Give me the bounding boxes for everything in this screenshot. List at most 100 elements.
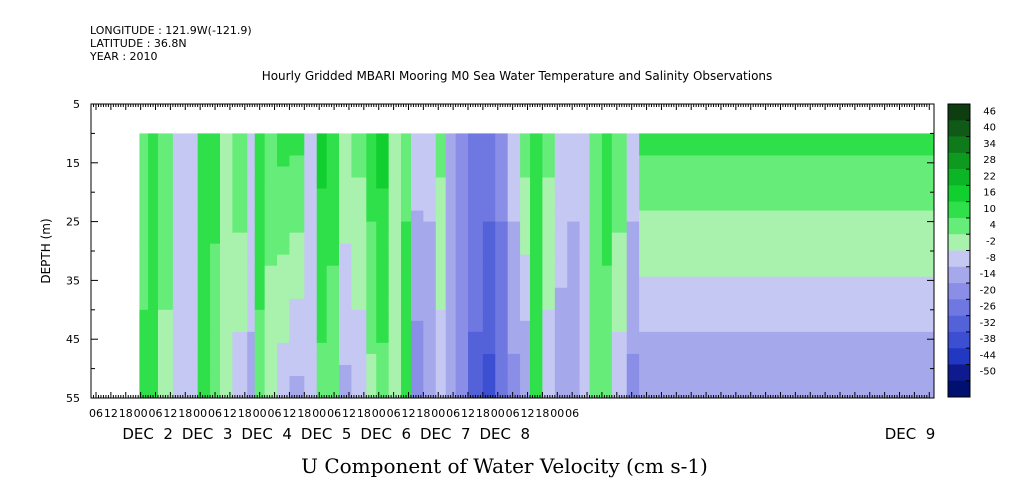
heatmap-cell [455,166,469,178]
heatmap-cell [579,133,590,145]
heatmap-cell [148,353,159,366]
heatmap-cell [197,331,211,344]
heatmap-cell [626,155,640,167]
heatmap-cell [339,309,352,322]
heatmap-cell [210,166,221,178]
heatmap-cell [264,375,278,388]
heatmap-cell [482,320,496,333]
heatmap-cell [445,155,456,167]
heatmap-cell [326,276,340,289]
heatmap-cell [254,144,266,156]
heatmap-cell [520,265,531,278]
longitude-label: LONGITUDE : 121.9W(-121.9) [90,24,252,37]
heatmap-cell [579,320,590,333]
chart-title: Hourly Gridded MBARI Mooring M0 Sea Wate… [261,69,773,83]
heatmap-cell [589,265,603,278]
heatmap-cell [277,364,290,377]
heatmap-cell [435,243,447,256]
heatmap-cell [423,298,437,311]
heatmap-cell [554,364,568,377]
heatmap-cell [495,265,509,278]
heatmap-cell [445,133,456,145]
heatmap-cell [468,243,484,256]
heatmap-cell [579,155,590,167]
heatmap-cell [601,276,613,289]
heatmap-cell [185,243,199,256]
heatmap-cell [232,243,248,256]
heatmap-cell [220,342,233,355]
heatmap-cell [339,375,352,388]
heatmap-cell [520,144,531,156]
heatmap-cell [366,155,377,167]
heatmap-cell [410,210,424,223]
heatmap-cell [220,386,233,399]
heatmap-cell [495,199,509,211]
heatmap-cell [520,309,531,322]
heatmap-cell [482,386,496,399]
heatmap-cell [158,144,174,156]
heatmap-cell [339,386,352,399]
heatmap-cell [601,353,613,366]
heatmap-cell [139,166,149,178]
heatmap-cell [197,188,211,200]
heatmap-cell [304,210,318,223]
heatmap-cell [220,353,233,366]
heatmap-cell [639,353,935,366]
heatmap-cell [401,199,412,211]
heatmap-cell [388,320,402,333]
heatmap-cell [247,364,256,377]
heatmap-cell [289,221,305,234]
heatmap-cell [455,188,469,200]
heatmap-cell [530,353,543,366]
heatmap-cell [554,342,568,355]
heatmap-cell [455,232,469,245]
heatmap-cell [139,155,149,167]
colorbar-swatch [948,217,970,235]
heatmap-cell [148,232,159,245]
heatmap-cell [401,364,412,377]
colorbar-label: 22 [983,171,996,182]
heatmap-cell [589,331,603,344]
heatmap-cell [351,309,367,322]
heatmap-cell [601,144,613,156]
colorbar-swatch [948,201,970,219]
heatmap-cell [351,375,367,388]
heatmap-cell [482,177,496,189]
heatmap-cell [401,375,412,388]
heatmap-cell [254,199,266,211]
heatmap-cell [530,331,543,344]
heatmap-cell [639,232,935,245]
heatmap-cell [639,221,935,234]
heatmap-cell [611,386,628,399]
heatmap-cell [220,155,233,167]
x-tick-label: 06 [506,407,520,420]
heatmap-cell [289,133,305,145]
heatmap-cell [316,144,328,156]
heatmap-cell [482,298,496,311]
heatmap-cell [579,166,590,178]
heatmap-cell [247,276,256,289]
heatmap-cell [626,287,640,300]
heatmap-cell [304,177,318,189]
heatmap-cell [326,133,340,145]
colorbar-label: 40 [983,123,996,134]
heatmap-cell [455,353,469,366]
heatmap-cell [277,243,290,256]
heatmap-cell [376,309,390,322]
heatmap-cell [410,309,424,322]
heatmap-cell [210,287,221,300]
heatmap-cell [611,199,628,211]
heatmap-cell [542,188,556,200]
heatmap-cell [520,320,531,333]
heatmap-cell [589,155,603,167]
heatmap-cell [482,254,496,267]
heatmap-cell [567,133,580,145]
heatmap-cell [554,375,568,388]
heatmap-cell [139,287,149,300]
colorbar-swatch [948,234,970,251]
x-tick-label: 12 [223,407,237,420]
heatmap-cell [289,375,305,388]
heatmap-cell [148,342,159,355]
heatmap-cell [589,177,603,189]
heatmap-cell [495,232,509,245]
